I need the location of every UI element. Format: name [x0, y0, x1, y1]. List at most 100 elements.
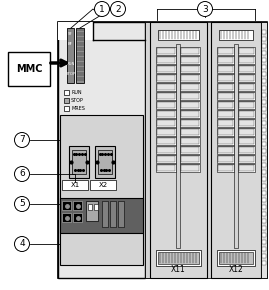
Bar — [217, 47, 234, 55]
Bar — [181, 120, 199, 126]
Bar — [262, 205, 266, 209]
Bar — [62, 201, 71, 210]
Bar — [180, 83, 200, 91]
Bar — [217, 65, 234, 73]
Bar — [8, 52, 50, 86]
Bar — [262, 37, 266, 41]
Bar — [58, 22, 93, 40]
Bar — [180, 56, 200, 64]
Bar — [150, 22, 207, 278]
Bar — [181, 102, 199, 108]
Bar — [156, 83, 176, 91]
Bar — [239, 84, 254, 90]
Bar — [95, 146, 115, 178]
Circle shape — [15, 133, 30, 148]
Bar — [62, 213, 71, 222]
Bar — [262, 142, 266, 146]
Text: RUN: RUN — [66, 62, 75, 66]
Bar — [158, 30, 199, 40]
Bar — [180, 47, 200, 55]
Bar — [239, 156, 254, 162]
Bar — [217, 155, 234, 163]
Bar — [262, 107, 266, 111]
Bar — [219, 252, 253, 264]
Text: BF: BF — [68, 42, 73, 46]
Bar — [262, 184, 266, 188]
Bar — [156, 128, 176, 136]
Bar — [110, 201, 116, 227]
Bar — [262, 156, 266, 160]
Bar — [156, 146, 176, 154]
Bar — [217, 250, 255, 266]
Bar — [60, 198, 143, 233]
Bar — [217, 56, 234, 64]
Bar — [156, 74, 176, 82]
Bar — [218, 129, 233, 135]
Bar — [157, 102, 175, 108]
Bar — [239, 102, 254, 108]
Bar — [262, 261, 266, 265]
Circle shape — [197, 1, 213, 17]
Bar — [58, 22, 267, 278]
Circle shape — [15, 237, 30, 251]
Bar — [211, 22, 261, 278]
Bar — [156, 47, 176, 55]
Bar — [69, 146, 89, 178]
Bar — [262, 51, 266, 55]
Bar — [156, 137, 176, 145]
Bar — [181, 48, 199, 54]
Text: X2: X2 — [98, 182, 108, 188]
Bar — [181, 66, 199, 72]
Bar — [64, 98, 69, 103]
Bar — [262, 121, 266, 125]
Bar — [207, 22, 211, 278]
Text: MMC: MMC — [16, 64, 42, 74]
Bar — [180, 110, 200, 118]
Bar — [262, 44, 266, 48]
Bar — [238, 56, 255, 64]
Circle shape — [15, 166, 30, 182]
Bar — [218, 111, 233, 117]
Bar — [156, 119, 176, 127]
Bar — [262, 30, 266, 34]
Bar — [157, 48, 175, 54]
Bar — [157, 75, 175, 81]
Bar — [238, 128, 255, 136]
Bar — [180, 128, 200, 136]
Bar — [239, 165, 254, 171]
Bar — [262, 170, 266, 174]
Bar — [238, 110, 255, 118]
Bar — [262, 72, 266, 76]
Bar — [262, 93, 266, 97]
Bar — [262, 128, 266, 132]
Bar — [239, 66, 254, 72]
Bar — [218, 93, 233, 99]
Bar — [157, 156, 175, 162]
Text: 4: 4 — [19, 240, 25, 249]
Bar — [262, 65, 266, 69]
Bar — [156, 250, 201, 266]
Bar — [62, 180, 88, 190]
Bar — [262, 114, 266, 118]
Text: MRES: MRES — [71, 106, 85, 111]
Text: SF: SF — [68, 32, 73, 36]
Bar — [180, 146, 200, 154]
Text: 7: 7 — [19, 135, 25, 144]
Bar — [156, 92, 176, 100]
Bar — [180, 137, 200, 145]
Bar — [180, 101, 200, 109]
Text: 3: 3 — [202, 5, 208, 14]
Bar — [262, 247, 266, 251]
Bar — [262, 240, 266, 244]
Bar — [218, 57, 233, 63]
Text: 2: 2 — [115, 5, 121, 14]
Text: 5: 5 — [19, 200, 25, 209]
Bar — [217, 137, 234, 145]
Bar — [217, 146, 234, 154]
Bar — [239, 57, 254, 63]
Bar — [180, 155, 200, 163]
Bar — [262, 212, 266, 216]
Text: X1: X1 — [70, 182, 80, 188]
Bar — [262, 163, 266, 167]
Bar — [238, 92, 255, 100]
